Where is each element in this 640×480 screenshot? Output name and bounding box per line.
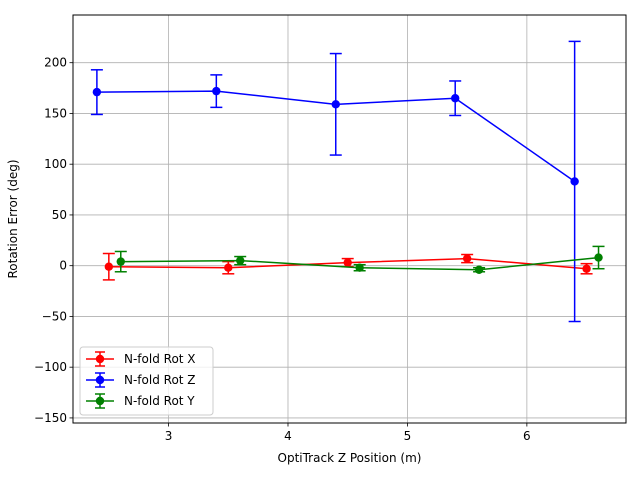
y-tick-label: −150 [34, 411, 67, 425]
data-point [104, 262, 114, 271]
series-n-fold-rot-z [90, 40, 581, 323]
series-n-fold-rot-x [102, 252, 593, 281]
plot-frame [72, 14, 627, 424]
legend-marker [95, 396, 105, 406]
x-axis-label: OptiTrack Z Position (m) [278, 451, 422, 465]
ticks: 3 4 5 6 −150 −100 −50 0 50 100 150 200 [34, 56, 531, 443]
y-tick-label: 50 [52, 208, 67, 222]
data-point [212, 86, 221, 96]
y-tick-label: 150 [44, 106, 67, 120]
y-tick-label: 200 [44, 56, 67, 70]
y-tick-label: 0 [59, 259, 67, 273]
data-point [343, 258, 352, 267]
data-point [116, 257, 125, 266]
data-point [355, 263, 364, 272]
x-tick-label: 3 [165, 429, 173, 443]
data-point [92, 87, 102, 97]
legend-label: N-fold Rot Z [124, 373, 196, 387]
series-layer [90, 40, 605, 323]
y-tick-label: −100 [34, 360, 67, 374]
x-tick-label: 6 [523, 429, 531, 443]
legend-label: N-fold Rot Y [124, 394, 195, 408]
data-point [462, 254, 472, 263]
data-point [451, 94, 460, 103]
data-point [331, 100, 340, 109]
data-point [474, 265, 484, 274]
data-point [594, 253, 603, 262]
data-point [236, 256, 245, 265]
legend-box [79, 346, 214, 416]
x-tick-label: 5 [404, 429, 412, 443]
legend-label: N-fold Rot X [124, 352, 196, 366]
x-tick-label: 4 [284, 429, 292, 443]
y-tick-label: −50 [42, 309, 67, 323]
y-tick-label: 100 [44, 157, 67, 171]
legend-marker [95, 375, 105, 385]
legend: N-fold Rot X N-fold Rot Z N-fold Rot Y [79, 346, 214, 416]
legend-item: N-fold Rot X [86, 351, 196, 367]
data-point [570, 177, 579, 186]
legend-marker [95, 354, 105, 364]
legend-item: N-fold Rot Z [86, 372, 196, 388]
legend-item: N-fold Rot Y [86, 393, 195, 409]
data-point [582, 264, 591, 273]
y-axis-label: Rotation Error (deg) [6, 159, 20, 278]
series-n-fold-rot-y [114, 245, 605, 274]
grid [73, 15, 626, 423]
data-point [224, 263, 233, 272]
